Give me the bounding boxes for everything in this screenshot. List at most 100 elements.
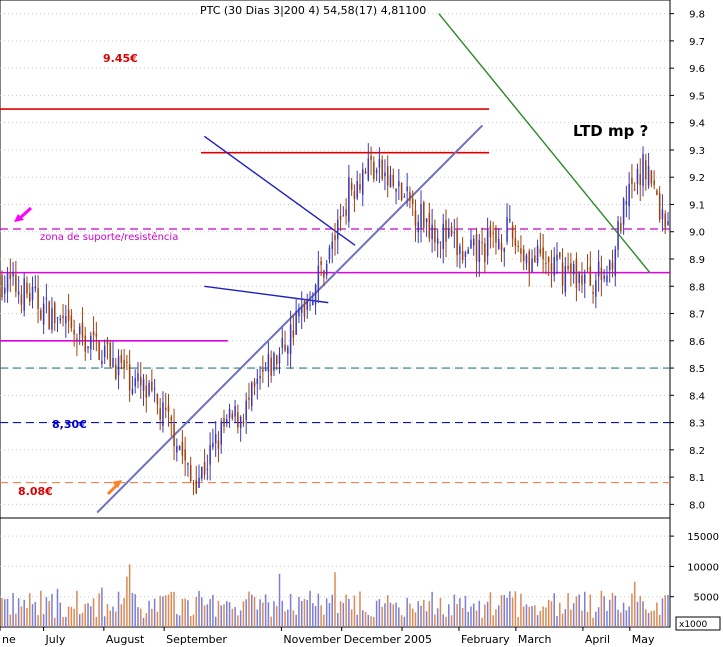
time-tick-label: September (166, 633, 227, 646)
candle-body (162, 402, 164, 426)
candle-body (337, 219, 339, 240)
volume-bar (384, 603, 386, 627)
candle-body (572, 264, 575, 275)
candle-body (375, 170, 378, 173)
candle-body (536, 245, 539, 263)
volume-bar (559, 602, 561, 627)
volume-bar (4, 599, 6, 627)
volume-bar (206, 604, 209, 627)
candle-body (134, 378, 136, 387)
candle-body (289, 324, 292, 354)
candle-body (56, 317, 59, 319)
candle-body (484, 243, 486, 262)
candle-body (314, 284, 317, 305)
candle-body (348, 177, 350, 222)
volume-bar (325, 598, 328, 627)
volume-bar (448, 604, 450, 627)
volume-bar (115, 611, 117, 627)
candle-body (234, 406, 236, 417)
candle-body (600, 267, 603, 280)
candle-body (378, 159, 381, 168)
candle-body (226, 418, 228, 424)
candle-body (464, 252, 467, 257)
volume-bar (492, 615, 494, 627)
candle-body (40, 310, 42, 320)
volume-bar (642, 601, 644, 627)
volume-bar (484, 604, 486, 627)
volume-bar (361, 610, 364, 627)
candle-body (656, 190, 658, 195)
volume-bar (564, 609, 567, 627)
volume-bar (539, 610, 542, 627)
volume-bar (201, 597, 203, 627)
volume-bar (345, 594, 347, 627)
volume-bar (145, 613, 148, 627)
candle-body (597, 261, 600, 277)
volume-bar (289, 593, 292, 627)
candle-body (472, 238, 475, 246)
candle-body (253, 381, 256, 387)
candle-body (431, 224, 433, 240)
volume-bar (73, 608, 75, 627)
candle-body (201, 466, 203, 479)
volume-bar (295, 614, 297, 627)
magenta-arrow-icon (14, 206, 33, 222)
candle-body (198, 477, 200, 488)
volume-bar (617, 609, 619, 627)
candle-body (425, 218, 428, 222)
candle-body (608, 259, 611, 271)
candle-body (356, 181, 358, 199)
volume-bar (178, 615, 181, 627)
candle-body (556, 254, 558, 261)
volume-bar (267, 602, 270, 627)
price-axis: 8.0 8.1 8.2 8.3 8.4 8.5 8.6 8.7 8.8 8.9 9.0 9.1 9.2 9… (670, 10, 705, 511)
price-tick-label: 9.1 (689, 200, 705, 211)
candle-body (650, 170, 653, 184)
price-tick-label: 9.0 (689, 228, 705, 239)
price-tick-label: 9.7 (689, 37, 705, 48)
candle-body (514, 238, 517, 247)
candle-body (486, 230, 489, 257)
candle-body (478, 240, 481, 263)
candle-body (639, 174, 642, 185)
volume-bar (381, 606, 383, 627)
candle-body (106, 339, 109, 345)
candle-body (614, 249, 617, 277)
candle-body (559, 252, 561, 258)
candle-body (450, 226, 453, 236)
candle-body (522, 249, 525, 261)
volume-bar (436, 608, 439, 627)
volume-bar (23, 599, 25, 627)
candle-body (373, 161, 375, 180)
volume-bar (126, 576, 128, 627)
volume-bar (45, 597, 48, 627)
volume-bar (628, 606, 630, 627)
volume-bar (567, 593, 569, 627)
price-tick-label: 9.6 (689, 64, 705, 75)
candle-body (506, 217, 508, 242)
candle-body (667, 221, 669, 225)
candle-body (137, 373, 139, 382)
candle-body (361, 169, 364, 195)
candle-body (159, 408, 161, 420)
volume-bar (392, 604, 395, 627)
volume-bar (214, 616, 217, 627)
volume-bar (292, 610, 295, 627)
volume-bar (134, 594, 136, 627)
candle-body (212, 442, 214, 448)
candle-body (470, 239, 472, 249)
volume-bar (173, 591, 175, 627)
volume-bar (534, 605, 536, 627)
candle-body (26, 282, 28, 294)
candle-body (456, 229, 458, 256)
candle-body (575, 258, 578, 289)
volume-bar (70, 606, 73, 627)
candle-body (545, 263, 547, 265)
candle-body (156, 394, 159, 405)
volume-bar (273, 601, 275, 627)
volume-bar (9, 614, 12, 627)
volume-bar (486, 601, 489, 627)
candle-body (309, 304, 311, 306)
price-tick-label: 9.3 (689, 146, 705, 157)
volume-bar (320, 605, 322, 627)
